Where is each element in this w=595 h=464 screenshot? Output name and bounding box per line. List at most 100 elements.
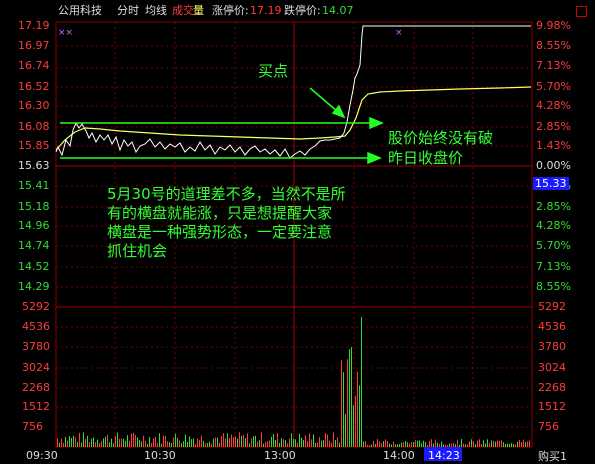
volume-bar: [165, 436, 166, 447]
volume-bar: [443, 444, 444, 447]
percent-tick-label: 8.55%: [536, 280, 571, 293]
volume-tick-label: 1512: [538, 400, 566, 413]
volume-bar: [417, 440, 418, 447]
volume-bar: [247, 433, 248, 447]
volume-tick-label: 756: [538, 420, 559, 433]
volume-bar: [425, 442, 426, 447]
limit-up-value: 17.19: [250, 4, 282, 17]
avg-line-label: 均线: [145, 4, 167, 17]
volume-bar: [157, 442, 158, 447]
volume-bar: [361, 317, 362, 447]
volume-bar: [309, 433, 310, 447]
mode-label[interactable]: 分时: [117, 4, 139, 17]
volume-bar: [319, 436, 320, 447]
volume-bar: [99, 443, 100, 447]
volume-bar: [465, 444, 466, 447]
volume-bar: [371, 444, 372, 447]
volume-bar: [291, 433, 292, 447]
volume-bar: [235, 436, 236, 447]
volume-bar: [197, 438, 198, 447]
volume-bar: [385, 439, 386, 447]
volume-bar: [183, 441, 184, 447]
volume-bar: [467, 444, 468, 447]
volume-bar: [97, 439, 98, 447]
volume-bar: [469, 441, 470, 447]
volume-bar: [349, 349, 350, 447]
volume-bar: [509, 443, 510, 447]
volume-bar: [253, 436, 254, 447]
percent-tick-label: 5.70%: [536, 80, 571, 93]
volume-bar: [419, 440, 420, 447]
volume-bar: [267, 441, 268, 447]
volume-bar: [433, 443, 434, 447]
avg-price-line: [55, 86, 532, 151]
volume-bar: [105, 436, 106, 447]
volume-bar: [481, 443, 482, 447]
close-icon[interactable]: [576, 6, 587, 17]
time-label: 10:30: [144, 449, 176, 462]
volume-bar: [493, 440, 494, 447]
volume-bar: [87, 435, 88, 447]
volume-tick-label: 4536: [538, 320, 566, 333]
volume-tick-label: 3024: [22, 361, 50, 374]
volume-bar: [279, 442, 280, 447]
volume-bar: [185, 434, 186, 447]
volume-bar: [75, 437, 76, 447]
price-tick-label: 16.74: [18, 59, 50, 72]
volume-bar: [293, 439, 294, 447]
main-annotation-line: 5月30号的道理差不多，当然不是所: [107, 185, 346, 203]
volume-bar: [59, 442, 60, 447]
volume-bar: [179, 440, 180, 447]
volume-bar: [171, 443, 172, 447]
volume-bar: [311, 439, 312, 447]
volume-bar: [473, 441, 474, 447]
volume-bar: [251, 438, 252, 447]
volume-bar: [369, 444, 370, 447]
volume-bar: [217, 437, 218, 447]
volume-bar: [155, 436, 156, 447]
volume-bar: [269, 440, 270, 447]
volume-bar: [501, 440, 502, 447]
note-line-1: 股价始终没有破: [388, 129, 494, 147]
volume-bar: [391, 444, 392, 447]
volume-bar: [455, 444, 456, 447]
volume-bar: [123, 438, 124, 447]
volume-bar: [207, 443, 208, 447]
volume-bar: [331, 442, 332, 447]
volume-tick-label: 1512: [22, 400, 50, 413]
volume-bar: [173, 437, 174, 447]
volume-bar: [209, 441, 210, 447]
volume-bar: [137, 437, 138, 447]
time-label: 13:00: [264, 449, 296, 462]
price-tick-label: 16.08: [18, 120, 50, 133]
volume-tick-label: 3780: [538, 340, 566, 353]
cursor-time-box: [424, 447, 462, 461]
price-tick-label: 14.29: [18, 280, 50, 293]
volume-bar: [241, 436, 242, 447]
volume-bar: [457, 439, 458, 447]
volume-bar: [231, 434, 232, 447]
volume-bar: [77, 441, 78, 447]
volume-bar: [373, 440, 374, 447]
volume-bar: [273, 434, 274, 447]
volume-bar: [345, 414, 346, 447]
bottom-right-label[interactable]: 购买1: [538, 450, 567, 463]
percent-tick-label: 0.00%: [536, 159, 571, 172]
volume-bar: [389, 443, 390, 447]
volume-bar: [263, 443, 264, 447]
volume-bar: [189, 436, 190, 447]
volume-bar: [181, 443, 182, 447]
percent-tick-label: 4.28%: [536, 219, 571, 232]
volume-bar: [257, 441, 258, 447]
volume-bar: [355, 395, 356, 447]
volume-bar: [477, 440, 478, 447]
volume-bar: [359, 385, 360, 447]
volume-bar: [335, 439, 336, 447]
price-tick-label: 15.85: [18, 139, 50, 152]
percent-tick-label: 8.55%: [536, 39, 571, 52]
price-tick-label: 15.63: [18, 159, 50, 172]
volume-bar: [211, 443, 212, 447]
volume-bar: [205, 443, 206, 447]
volume-bar: [63, 443, 64, 447]
volume-bar: [213, 438, 214, 447]
